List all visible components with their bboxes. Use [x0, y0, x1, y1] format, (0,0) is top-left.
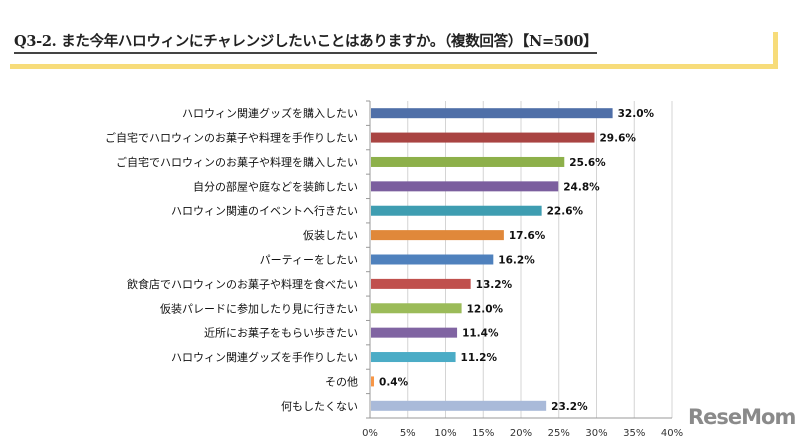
category-label: 仮装したい [303, 229, 358, 242]
bar [371, 254, 494, 265]
title-border-decoration [773, 32, 778, 69]
bar [371, 278, 471, 289]
category-label: その他 [325, 375, 358, 388]
category-label: 何もしたくない [281, 400, 358, 413]
data-label: 11.4% [462, 328, 499, 340]
data-label: 24.8% [563, 181, 600, 193]
data-label: 29.6% [599, 133, 636, 145]
x-tick-label: 20% [510, 428, 532, 439]
category-label: ご自宅でハロウィンのお菓子や料理を手作りしたい [105, 131, 358, 145]
bar [371, 400, 547, 411]
x-tick-label: 5% [400, 428, 416, 439]
category-label: 近所にお菓子をもらい歩きたい [204, 326, 358, 340]
data-label: 13.2% [476, 279, 513, 291]
bar [371, 205, 542, 216]
x-tick-label: 40% [661, 428, 683, 439]
bar [371, 108, 613, 119]
x-tick-label: 35% [623, 428, 645, 439]
data-label: 0.4% [379, 376, 409, 388]
x-tick-label: 30% [585, 428, 607, 439]
data-label: 12.0% [467, 303, 504, 315]
data-label: 25.6% [569, 157, 606, 169]
category-label: ハロウィン関連グッズを手作りしたい [171, 350, 358, 364]
x-tick-label: 10% [434, 428, 456, 439]
data-label: 17.6% [509, 230, 546, 242]
bar [371, 352, 456, 363]
x-tick-label: 15% [472, 428, 494, 439]
category-label: パーティーをしたい [260, 254, 358, 267]
bar [371, 327, 458, 338]
category-label: 飲食店でハロウィンのお菓子や料理を食べたい [127, 277, 358, 291]
bar [371, 376, 375, 387]
data-label: 23.2% [551, 401, 588, 413]
bar [371, 230, 504, 241]
category-label: ご自宅でハロウィンのお菓子や料理を購入したい [116, 155, 358, 169]
bar [371, 181, 559, 192]
category-label: 仮装パレードに参加したり見に行きたい [160, 301, 358, 315]
category-label: ハロウィン関連グッズを購入したい [182, 106, 358, 120]
data-label: 11.2% [461, 352, 498, 364]
bar [371, 156, 565, 167]
resemom-logo: ReseMom [688, 405, 796, 429]
data-label: 22.6% [547, 206, 584, 218]
chart-title: Q3-2. また今年ハロウィンにチャレンジしたいことはありますか。（複数回答）【… [14, 30, 598, 54]
x-tick-label: 25% [548, 428, 570, 439]
category-label: ハロウィン関連のイベントへ行きたい [171, 204, 358, 218]
data-label: 16.2% [498, 255, 535, 267]
x-tick-label: 0% [362, 428, 378, 439]
bar [371, 303, 462, 314]
data-label: 32.0% [618, 108, 655, 120]
category-label: 自分の部屋や庭などを装飾したい [193, 179, 358, 193]
bar [371, 132, 595, 143]
title-underline-decoration [10, 64, 778, 69]
